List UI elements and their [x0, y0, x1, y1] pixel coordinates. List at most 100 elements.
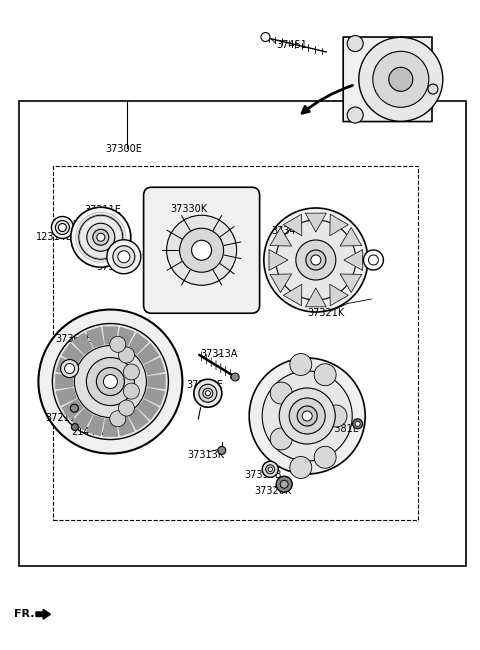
- Circle shape: [347, 36, 363, 51]
- Text: 37313A: 37313A: [201, 349, 238, 359]
- Circle shape: [194, 379, 222, 408]
- Text: 37330K: 37330K: [170, 204, 207, 214]
- Text: 37311E: 37311E: [84, 205, 121, 215]
- Circle shape: [290, 354, 312, 376]
- Polygon shape: [62, 344, 83, 363]
- Circle shape: [51, 216, 73, 239]
- Circle shape: [167, 215, 237, 285]
- Polygon shape: [87, 328, 104, 347]
- Text: 37340: 37340: [271, 226, 302, 236]
- Circle shape: [87, 223, 115, 252]
- Circle shape: [311, 255, 321, 265]
- Polygon shape: [330, 284, 348, 306]
- Circle shape: [119, 400, 134, 416]
- Polygon shape: [305, 213, 326, 232]
- Bar: [19, 101, 466, 566]
- Circle shape: [180, 228, 224, 272]
- Polygon shape: [340, 227, 361, 246]
- Polygon shape: [270, 274, 291, 292]
- Circle shape: [268, 467, 273, 471]
- Circle shape: [280, 480, 288, 488]
- Circle shape: [276, 476, 292, 492]
- Circle shape: [302, 411, 312, 421]
- FancyBboxPatch shape: [343, 37, 432, 122]
- Circle shape: [306, 250, 326, 270]
- Circle shape: [231, 373, 239, 381]
- Polygon shape: [148, 374, 165, 389]
- Polygon shape: [283, 284, 302, 306]
- Circle shape: [71, 404, 78, 412]
- Circle shape: [74, 346, 146, 417]
- Text: 37313K: 37313K: [187, 450, 224, 460]
- Circle shape: [266, 465, 275, 474]
- Polygon shape: [344, 250, 363, 270]
- Circle shape: [279, 388, 335, 444]
- Polygon shape: [144, 389, 165, 405]
- Polygon shape: [56, 389, 76, 405]
- Circle shape: [123, 364, 139, 380]
- Text: 12314B: 12314B: [36, 232, 73, 242]
- Circle shape: [110, 336, 126, 352]
- Circle shape: [290, 456, 312, 478]
- Circle shape: [192, 240, 212, 260]
- Polygon shape: [103, 327, 118, 344]
- Polygon shape: [103, 419, 118, 436]
- Circle shape: [325, 405, 347, 427]
- Polygon shape: [56, 374, 73, 389]
- Circle shape: [86, 358, 134, 406]
- Circle shape: [369, 255, 378, 265]
- FancyArrow shape: [36, 610, 50, 619]
- Text: FR.: FR.: [14, 609, 35, 619]
- Circle shape: [199, 384, 217, 402]
- Text: 37321K: 37321K: [307, 308, 345, 318]
- Circle shape: [270, 428, 292, 450]
- Circle shape: [60, 359, 79, 378]
- Text: 37381E: 37381E: [323, 424, 360, 434]
- Circle shape: [113, 246, 135, 268]
- Circle shape: [297, 406, 317, 426]
- Circle shape: [59, 224, 66, 231]
- Circle shape: [55, 220, 70, 235]
- Polygon shape: [138, 400, 159, 419]
- Circle shape: [373, 51, 429, 107]
- Circle shape: [261, 32, 270, 42]
- Circle shape: [96, 367, 124, 396]
- Circle shape: [389, 68, 413, 91]
- Polygon shape: [56, 358, 76, 374]
- Circle shape: [110, 411, 126, 427]
- Circle shape: [205, 391, 210, 396]
- Text: 37320K: 37320K: [254, 486, 292, 496]
- Polygon shape: [87, 416, 104, 436]
- Circle shape: [262, 462, 278, 477]
- Polygon shape: [72, 333, 92, 354]
- Polygon shape: [269, 250, 288, 270]
- FancyBboxPatch shape: [144, 187, 260, 313]
- Circle shape: [203, 388, 213, 398]
- Circle shape: [359, 37, 443, 122]
- Text: 37360E: 37360E: [55, 334, 92, 345]
- Text: 37368E: 37368E: [186, 380, 223, 390]
- Text: 21446A: 21446A: [71, 427, 108, 437]
- Bar: [53, 166, 418, 520]
- Circle shape: [119, 347, 134, 363]
- Circle shape: [38, 309, 182, 454]
- Circle shape: [103, 374, 118, 389]
- Polygon shape: [72, 409, 92, 430]
- Text: 37300E: 37300E: [106, 144, 143, 155]
- Circle shape: [97, 233, 105, 241]
- Circle shape: [52, 324, 168, 439]
- Polygon shape: [138, 344, 159, 363]
- Circle shape: [428, 84, 438, 94]
- Circle shape: [107, 240, 141, 274]
- Polygon shape: [129, 409, 148, 430]
- Circle shape: [353, 419, 362, 429]
- Circle shape: [363, 250, 384, 270]
- Circle shape: [314, 447, 336, 468]
- Polygon shape: [305, 288, 326, 307]
- Polygon shape: [340, 274, 361, 292]
- Circle shape: [71, 207, 131, 267]
- Circle shape: [65, 363, 74, 374]
- Polygon shape: [270, 227, 291, 246]
- Circle shape: [276, 220, 356, 300]
- Circle shape: [264, 208, 368, 312]
